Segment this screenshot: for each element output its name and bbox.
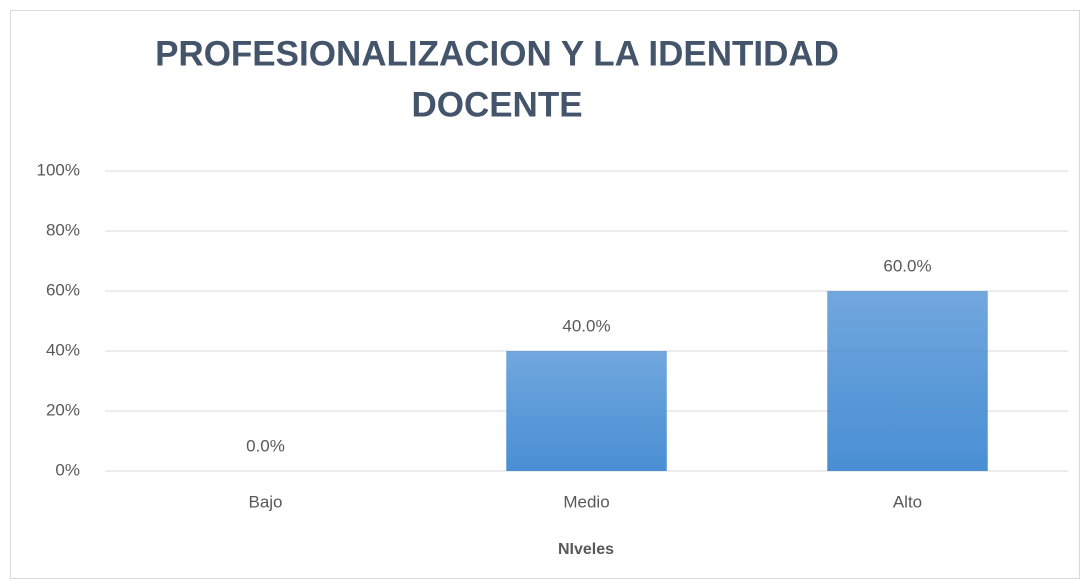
bar (506, 351, 667, 471)
y-tick-label: 20% (46, 400, 80, 419)
data-label: 60.0% (883, 256, 931, 275)
y-tick-label: 100% (37, 160, 80, 179)
y-tick-label: 40% (46, 340, 80, 359)
x-tick-label: Alto (893, 492, 922, 511)
data-label: 40.0% (562, 316, 610, 335)
x-tick-label: Medio (563, 492, 609, 511)
y-tick-label: 80% (46, 220, 80, 239)
y-tick-label: 0% (55, 460, 80, 479)
bar (827, 291, 988, 471)
chart-title: DOCENTE (411, 85, 582, 124)
data-label: 0.0% (246, 436, 285, 455)
y-tick-label: 60% (46, 280, 80, 299)
x-axis-label: NIveles (558, 541, 614, 558)
x-tick-label: Bajo (248, 492, 282, 511)
chart-title: PROFESIONALIZACION Y LA IDENTIDAD (155, 34, 839, 73)
